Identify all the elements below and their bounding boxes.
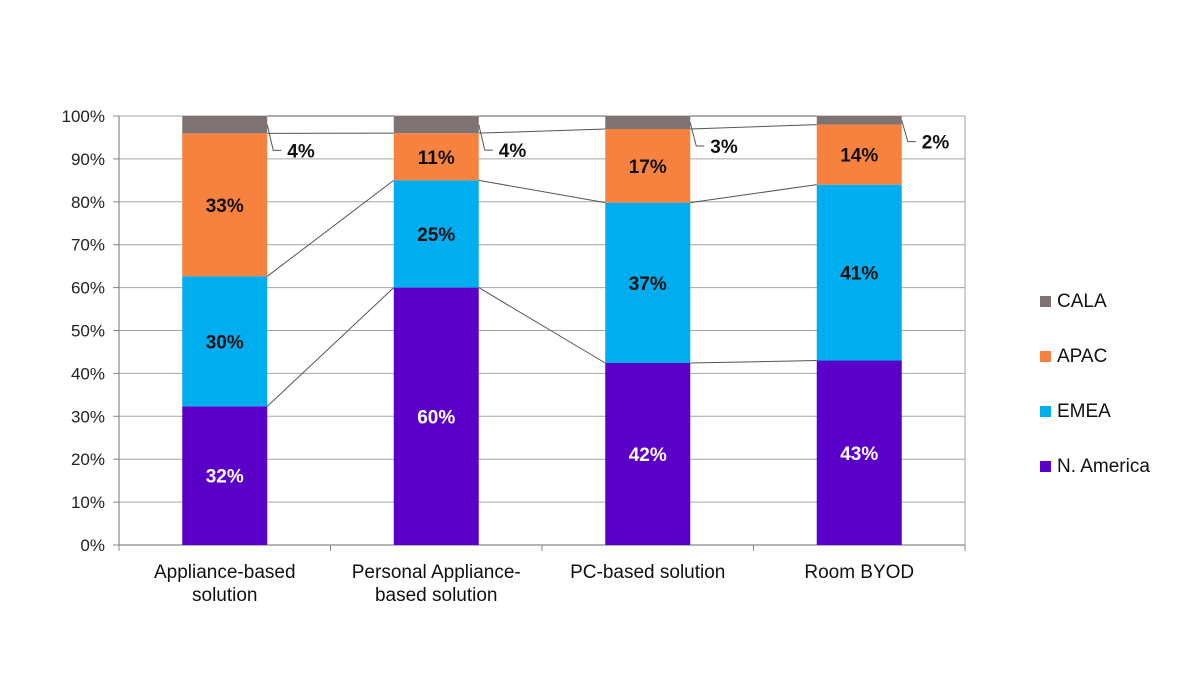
data-label: 4% <box>287 141 315 162</box>
series-line <box>266 287 395 407</box>
legend-swatch <box>1040 406 1051 417</box>
legend-label: CALA <box>1057 291 1107 312</box>
y-tick-label: 70% <box>71 236 105 255</box>
legend-label: APAC <box>1057 346 1107 367</box>
bar-segment <box>182 276 268 407</box>
data-label: 25% <box>417 225 455 246</box>
bar-segment <box>605 202 691 363</box>
bar-segment <box>816 116 902 125</box>
bar-segment <box>605 116 691 129</box>
y-tick-label: 90% <box>71 150 105 169</box>
label-leader-line <box>478 124 493 151</box>
bar-segment <box>393 287 479 545</box>
bar-segment <box>816 124 902 185</box>
label-leader-line <box>266 124 282 151</box>
bar-segment <box>182 406 268 545</box>
series-line <box>690 360 817 364</box>
bar-segment <box>182 133 268 277</box>
bar-segment <box>393 180 479 288</box>
data-label: 3% <box>710 137 738 158</box>
data-label: 43% <box>840 444 878 465</box>
y-tick-label: 20% <box>71 450 105 469</box>
y-tick-label: 0% <box>80 536 105 555</box>
data-label: 37% <box>629 274 667 295</box>
series-line <box>690 124 817 130</box>
series-lines <box>266 115 817 407</box>
legend-swatch <box>1040 461 1051 472</box>
y-tick-label: 100% <box>62 107 105 126</box>
data-label: 42% <box>629 445 667 466</box>
bars <box>182 116 902 545</box>
y-tick-label: 50% <box>71 322 105 341</box>
data-label: 33% <box>206 196 244 217</box>
data-label: 14% <box>840 146 878 167</box>
label-leader-line <box>689 122 705 147</box>
series-line <box>478 287 606 364</box>
x-category-label: PC-based solution <box>570 562 725 583</box>
legend: CALA APAC EMEA N. America <box>1040 291 1150 477</box>
bar-segment <box>816 360 902 545</box>
data-label: 4% <box>499 141 527 162</box>
bar-segment <box>393 133 479 181</box>
label-leader-line <box>901 120 916 143</box>
legend-swatch <box>1040 351 1051 362</box>
y-tick-label: 40% <box>71 364 105 383</box>
series-line <box>266 179 395 277</box>
legend-label: EMEA <box>1057 401 1111 422</box>
bar-segment <box>605 129 691 203</box>
data-label: 30% <box>206 332 244 353</box>
bar-segment <box>182 116 268 134</box>
data-labels: 32% 30% 33% 4% 60% 25% 11% 4% 42% 37% 17% 3% 43% 41% 1… <box>206 120 950 488</box>
bar-segment <box>393 116 479 134</box>
y-tick-label: 60% <box>71 279 105 298</box>
bar-segment <box>816 184 902 361</box>
legend-label: N. America <box>1057 456 1150 477</box>
y-tick-label: 80% <box>71 193 105 212</box>
data-label: 11% <box>418 148 455 169</box>
data-label: 2% <box>922 133 950 154</box>
series-line <box>478 179 606 204</box>
y-tick-label: 10% <box>71 493 105 512</box>
data-label: 17% <box>629 157 667 178</box>
data-label: 41% <box>840 264 878 285</box>
y-tick-label: 30% <box>71 407 105 426</box>
data-label: 32% <box>206 467 244 488</box>
x-category-label: Room BYOD <box>804 562 914 583</box>
series-line <box>478 128 606 134</box>
x-category-label: Personal Appliance-based solution <box>352 562 521 606</box>
axes: 0% 10% 20% 30% 40% 50% 60% 70% 80% 90% 100% Applian… <box>62 107 966 606</box>
series-line <box>690 184 817 204</box>
data-label: 60% <box>417 407 455 428</box>
x-category-label: Appliance-based solution <box>154 562 296 606</box>
bar-segment <box>605 363 691 545</box>
legend-swatch <box>1040 296 1051 307</box>
